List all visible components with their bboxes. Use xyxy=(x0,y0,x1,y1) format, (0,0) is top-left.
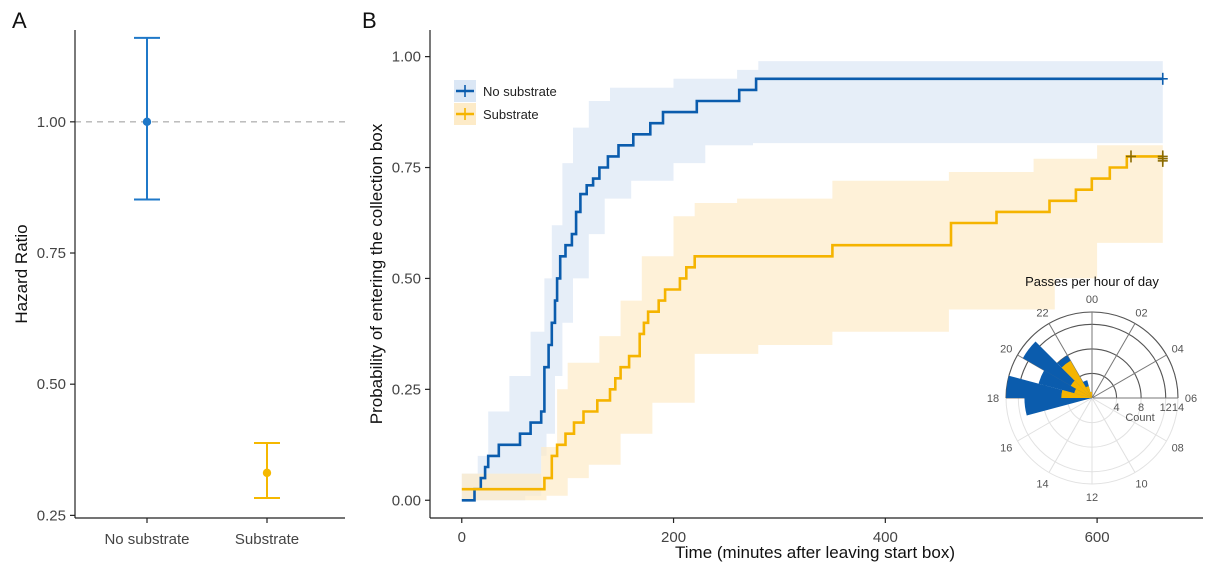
ci-band-no-substrate xyxy=(461,61,1163,501)
x-tick-label-0: 0 xyxy=(458,529,466,546)
panel-a-label: A xyxy=(12,8,27,33)
grid-spoke-8 xyxy=(1091,397,1167,442)
inset-polar-chart: Passes per hour of day 00020406081012141… xyxy=(987,274,1197,504)
legend-label-no-substrate: No substrate xyxy=(483,84,557,99)
panel-b-survival-lines xyxy=(461,77,1163,502)
hour-label-08: 08 xyxy=(1172,443,1184,455)
panel-a-ticks: No substrate Substrate 0.25 0.50 0.75 1.00 xyxy=(37,114,299,548)
y-tick-label-0.50: 0.50 xyxy=(392,270,421,287)
x-tick-label-400: 400 xyxy=(873,529,898,546)
panel-b-y-axis-title: Probability of entering the collection b… xyxy=(367,123,386,424)
grid-spoke-20 xyxy=(1017,354,1093,399)
hour-label-10: 10 xyxy=(1135,479,1147,491)
hour-label-00: 00 xyxy=(1086,294,1098,306)
hour-label-22: 22 xyxy=(1036,307,1048,319)
y-tick-label-1.00: 1.00 xyxy=(37,114,66,131)
inset-title: Passes per hour of day xyxy=(1025,274,1159,289)
grid-spoke-14 xyxy=(1048,397,1093,473)
y-tick-label-0.50: 0.50 xyxy=(37,376,66,393)
polar-bar-substrate-19 xyxy=(1074,388,1092,398)
y-tick-label-0.25: 0.25 xyxy=(392,381,421,398)
polar-bar-substrate-18 xyxy=(1061,390,1092,398)
hour-label-20: 20 xyxy=(1000,344,1012,356)
x-tick-label-600: 600 xyxy=(1085,529,1110,546)
radial-tick-label-4: 4 xyxy=(1114,402,1120,414)
radial-tick-label-14: 14 xyxy=(1172,402,1184,414)
hour-label-16: 16 xyxy=(1000,443,1012,455)
radial-tick-label-12: 12 xyxy=(1160,402,1172,414)
grid-spoke-4 xyxy=(1091,354,1167,399)
polar-bar-substrate-22 xyxy=(1085,386,1092,398)
polar-bar-substrate-20 xyxy=(1070,380,1092,398)
legend-item-no-substrate: No substrate xyxy=(454,80,557,102)
hour-label-06: 06 xyxy=(1185,393,1197,405)
panel-a-marks xyxy=(75,36,345,500)
hour-label-02: 02 xyxy=(1135,307,1147,319)
legend-label-substrate: Substrate xyxy=(483,107,539,122)
hour-label-04: 04 xyxy=(1172,344,1184,356)
ci-band-substrate xyxy=(461,109,1163,501)
y-tick-label-0.75: 0.75 xyxy=(392,160,421,177)
x-tick-label-200: 200 xyxy=(661,529,686,546)
inset-bars xyxy=(1006,341,1092,416)
panel-b-censor-marks xyxy=(1125,72,1168,167)
grid-spoke-2 xyxy=(1091,323,1136,399)
grid-spoke-10 xyxy=(1091,397,1136,473)
y-tick-label-1.00: 1.00 xyxy=(392,49,421,66)
x-tick-label-substrate: Substrate xyxy=(235,531,299,548)
point-no-substrate xyxy=(142,117,152,127)
y-tick-label-0.25: 0.25 xyxy=(37,507,66,524)
panel-b-label: B xyxy=(362,8,377,33)
hour-label-14: 14 xyxy=(1036,479,1048,491)
radial-tick-label-8: 8 xyxy=(1138,402,1144,414)
legend-item-substrate: Substrate xyxy=(454,103,539,125)
survival-line-no-substrate xyxy=(461,77,1163,502)
point-substrate xyxy=(262,468,272,478)
polar-bar-substrate-23 xyxy=(1090,391,1092,398)
polar-bar-no-substrate-17 xyxy=(1024,398,1092,416)
y-tick-label-0.00: 0.00 xyxy=(392,492,421,509)
grid-spoke-16 xyxy=(1017,397,1093,442)
panel-a-y-axis-title: Hazard Ratio xyxy=(12,224,31,323)
panel-b-x-axis-title: Time (minutes after leaving start box) xyxy=(675,543,955,562)
panel-a: A No substrate Substrate0.250.500.751.00 … xyxy=(12,8,345,548)
inset-radial-axis-title: Count xyxy=(1125,412,1154,424)
survival-line-substrate xyxy=(461,155,1163,491)
polar-bar-substrate-21 xyxy=(1061,360,1092,398)
panel-b-confidence-bands xyxy=(461,61,1163,501)
x-tick-label-no-substrate: No substrate xyxy=(104,531,189,548)
y-tick-label-0.75: 0.75 xyxy=(37,245,66,262)
panel-b-legend: No substrate Substrate xyxy=(454,80,557,125)
hour-label-18: 18 xyxy=(987,393,999,405)
panel-b-ticks: 0 200 400 600 0.00 0.25 0.50 0.75 1.00 xyxy=(392,49,1110,546)
hour-label-12: 12 xyxy=(1086,492,1098,504)
